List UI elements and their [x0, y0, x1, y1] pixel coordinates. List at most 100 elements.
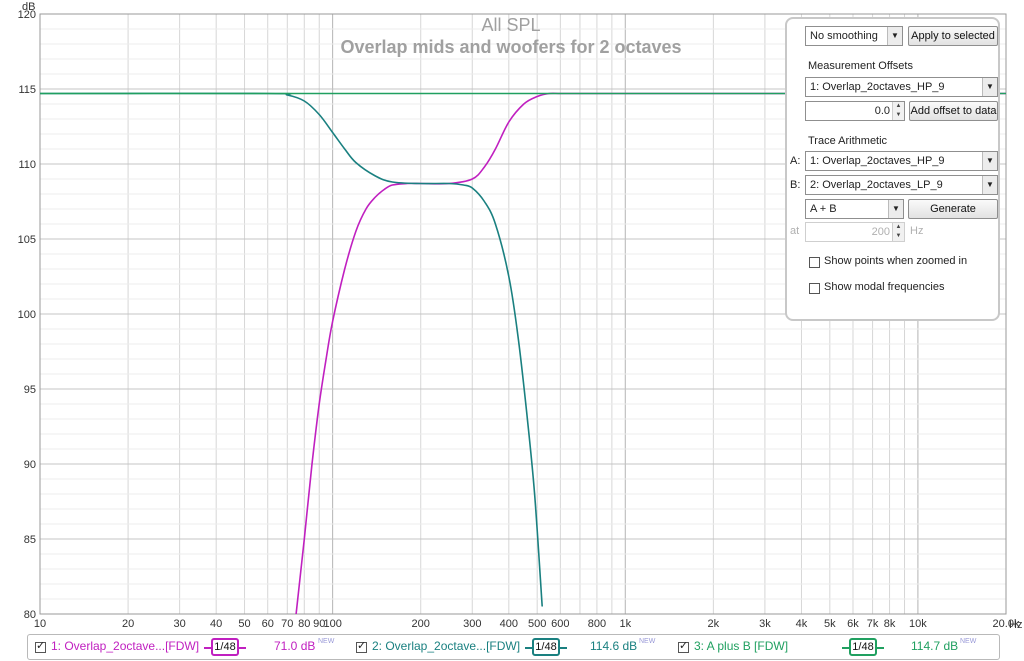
x-tick-label: 60 — [262, 618, 274, 630]
x-tick-label: 500 — [528, 618, 546, 630]
trace-2-label[interactable]: 2: Overlap_2octave...[FDW] — [372, 639, 521, 653]
trace-b-select[interactable]: 2: Overlap_2octaves_LP_9 ▼ — [805, 175, 998, 195]
operation-select[interactable]: A + B ▼ — [805, 199, 904, 219]
y-tick-label: 90 — [24, 459, 36, 471]
x-tick-label: 20 — [122, 618, 134, 630]
trace-1-value: 71.0 dB — [274, 639, 316, 653]
show-modal-label: Show modal frequencies — [824, 281, 945, 293]
trace-b-label: B: — [790, 179, 801, 191]
chevron-down-icon[interactable]: ▼ — [887, 27, 902, 45]
y-tick-label: 110 — [18, 159, 36, 171]
x-tick-label: 7k — [867, 618, 879, 630]
trace-1-label[interactable]: 1: Overlap_2octave...[FDW] — [51, 639, 200, 653]
trace-3-new-badge: NEW — [960, 638, 977, 645]
apply-to-selected-button[interactable]: Apply to selected — [908, 26, 998, 46]
chart-subtitle: Overlap mids and woofers for 2 octaves — [340, 37, 681, 57]
trace-1-line-swatch — [238, 647, 246, 649]
trace-a-value: 1: Overlap_2octaves_HP_9 — [810, 155, 945, 167]
offset-measurement-select[interactable]: 1: Overlap_2octaves_HP_9 ▼ — [805, 77, 998, 97]
trace-2-value: 114.6 dB — [590, 639, 638, 653]
x-tick-label: 10 — [34, 618, 46, 630]
series-line-2 — [40, 92, 543, 607]
x-tick-label: 400 — [500, 618, 518, 630]
x-tick-label: 200 — [412, 618, 430, 630]
trace-3-line-swatch — [842, 647, 850, 649]
trace-2-smoothing-button[interactable]: 1/48 — [532, 638, 560, 656]
x-tick-label: 300 — [463, 618, 481, 630]
chevron-down-icon[interactable]: ▼ — [982, 152, 997, 170]
x-tick-label: 20.0k — [993, 618, 1020, 630]
trace-arithmetic-heading: Trace Arithmetic — [808, 135, 888, 147]
offset-measurement-value: 1: Overlap_2octaves_HP_9 — [810, 81, 945, 93]
trace-a-label: A: — [790, 155, 801, 167]
smoothing-value: No smoothing — [810, 30, 878, 42]
x-tick-label: 6k — [847, 618, 859, 630]
x-axis-unit-label: Hz — [1009, 619, 1022, 631]
generate-button[interactable]: Generate — [908, 199, 998, 219]
y-tick-label: 120 — [18, 9, 36, 21]
trace-a-select[interactable]: 1: Overlap_2octaves_HP_9 ▼ — [805, 151, 998, 171]
show-modal-checkbox[interactable] — [809, 283, 820, 294]
trace-2-line-swatch — [559, 647, 567, 649]
y-tick-label: 95 — [24, 384, 36, 396]
spinner-arrows-icon[interactable]: ▲ ▼ — [892, 223, 904, 241]
x-tick-label: 70 — [281, 618, 293, 630]
y-axis-unit-label: dB — [22, 1, 35, 13]
trace-b-value: 2: Overlap_2octaves_LP_9 — [810, 179, 943, 191]
x-tick-label: 5k — [824, 618, 836, 630]
x-tick-label: 50 — [238, 618, 250, 630]
trace-3-visibility-checkbox[interactable] — [678, 639, 689, 653]
y-tick-label: 85 — [24, 534, 36, 546]
y-tick-label: 80 — [24, 609, 36, 621]
plot-area-border — [39, 13, 1007, 615]
trace-1-line-swatch — [204, 647, 212, 649]
trace-3-smoothing-button[interactable]: 1/48 — [849, 638, 877, 656]
trace-2-visibility-checkbox[interactable] — [356, 639, 367, 653]
control-panel: No smoothing ▼ Apply to selected Measure… — [785, 17, 1000, 321]
x-tick-label: 40 — [210, 618, 222, 630]
trace-1-smoothing-button[interactable]: 1/48 — [211, 638, 239, 656]
legend-bar: 1: Overlap_2octave...[FDW] 1/48 71.0 dB … — [27, 634, 1000, 660]
trace-2-line-swatch — [525, 647, 533, 649]
chevron-down-icon[interactable]: ▼ — [982, 78, 997, 96]
chart-grid — [39, 13, 1007, 615]
smoothing-select[interactable]: No smoothing ▼ — [805, 26, 903, 46]
spl-chart[interactable]: 80 85 90 95 100 105 110 115 120 10 20 30 40 50 60 70 80… — [0, 0, 1024, 634]
at-frequency-value: 200 — [871, 226, 890, 238]
chevron-down-icon[interactable]: ▼ — [982, 176, 997, 194]
x-tick-label: 3k — [759, 618, 771, 630]
chevron-down-icon[interactable]: ▼ — [888, 200, 903, 218]
at-frequency-input[interactable]: 200 ▲ ▼ — [805, 222, 905, 242]
operation-value: A + B — [810, 203, 837, 215]
trace-2-new-badge: NEW — [639, 638, 656, 645]
x-tick-label: 4k — [796, 618, 808, 630]
x-tick-label: 100 — [323, 618, 341, 630]
x-tick-label: 2k — [708, 618, 720, 630]
x-tick-label: 90 — [313, 618, 325, 630]
y-axis-ticks: 80 85 90 95 100 105 110 115 120 — [18, 9, 36, 621]
add-offset-button[interactable]: Add offset to data — [909, 101, 998, 121]
x-tick-label: 1k — [619, 618, 631, 630]
trace-1-visibility-checkbox[interactable] — [35, 639, 46, 653]
trace-3-label[interactable]: 3: A plus B [FDW] — [694, 639, 789, 653]
offset-value-input[interactable]: 0.0 ▲ ▼ — [805, 101, 905, 121]
trace-1-new-badge: NEW — [318, 638, 335, 645]
trace-3-value: 114.7 dB — [911, 639, 959, 653]
x-tick-label: 600 — [551, 618, 569, 630]
measurement-offsets-heading: Measurement Offsets — [808, 60, 913, 72]
x-tick-label: 80 — [298, 618, 310, 630]
x-tick-label: 8k — [884, 618, 896, 630]
show-points-checkbox[interactable] — [809, 257, 820, 268]
offset-value: 0.0 — [874, 105, 890, 117]
y-tick-label: 105 — [18, 234, 36, 246]
spinner-arrows-icon[interactable]: ▲ ▼ — [892, 102, 904, 120]
x-tick-label: 10k — [909, 618, 927, 630]
hz-label: Hz — [910, 225, 924, 237]
y-tick-label: 115 — [18, 84, 36, 96]
x-tick-label: 30 — [173, 618, 185, 630]
at-label: at — [790, 225, 800, 237]
y-tick-label: 100 — [18, 309, 36, 321]
chart-title: All SPL — [481, 15, 540, 35]
x-tick-label: 800 — [588, 618, 606, 630]
